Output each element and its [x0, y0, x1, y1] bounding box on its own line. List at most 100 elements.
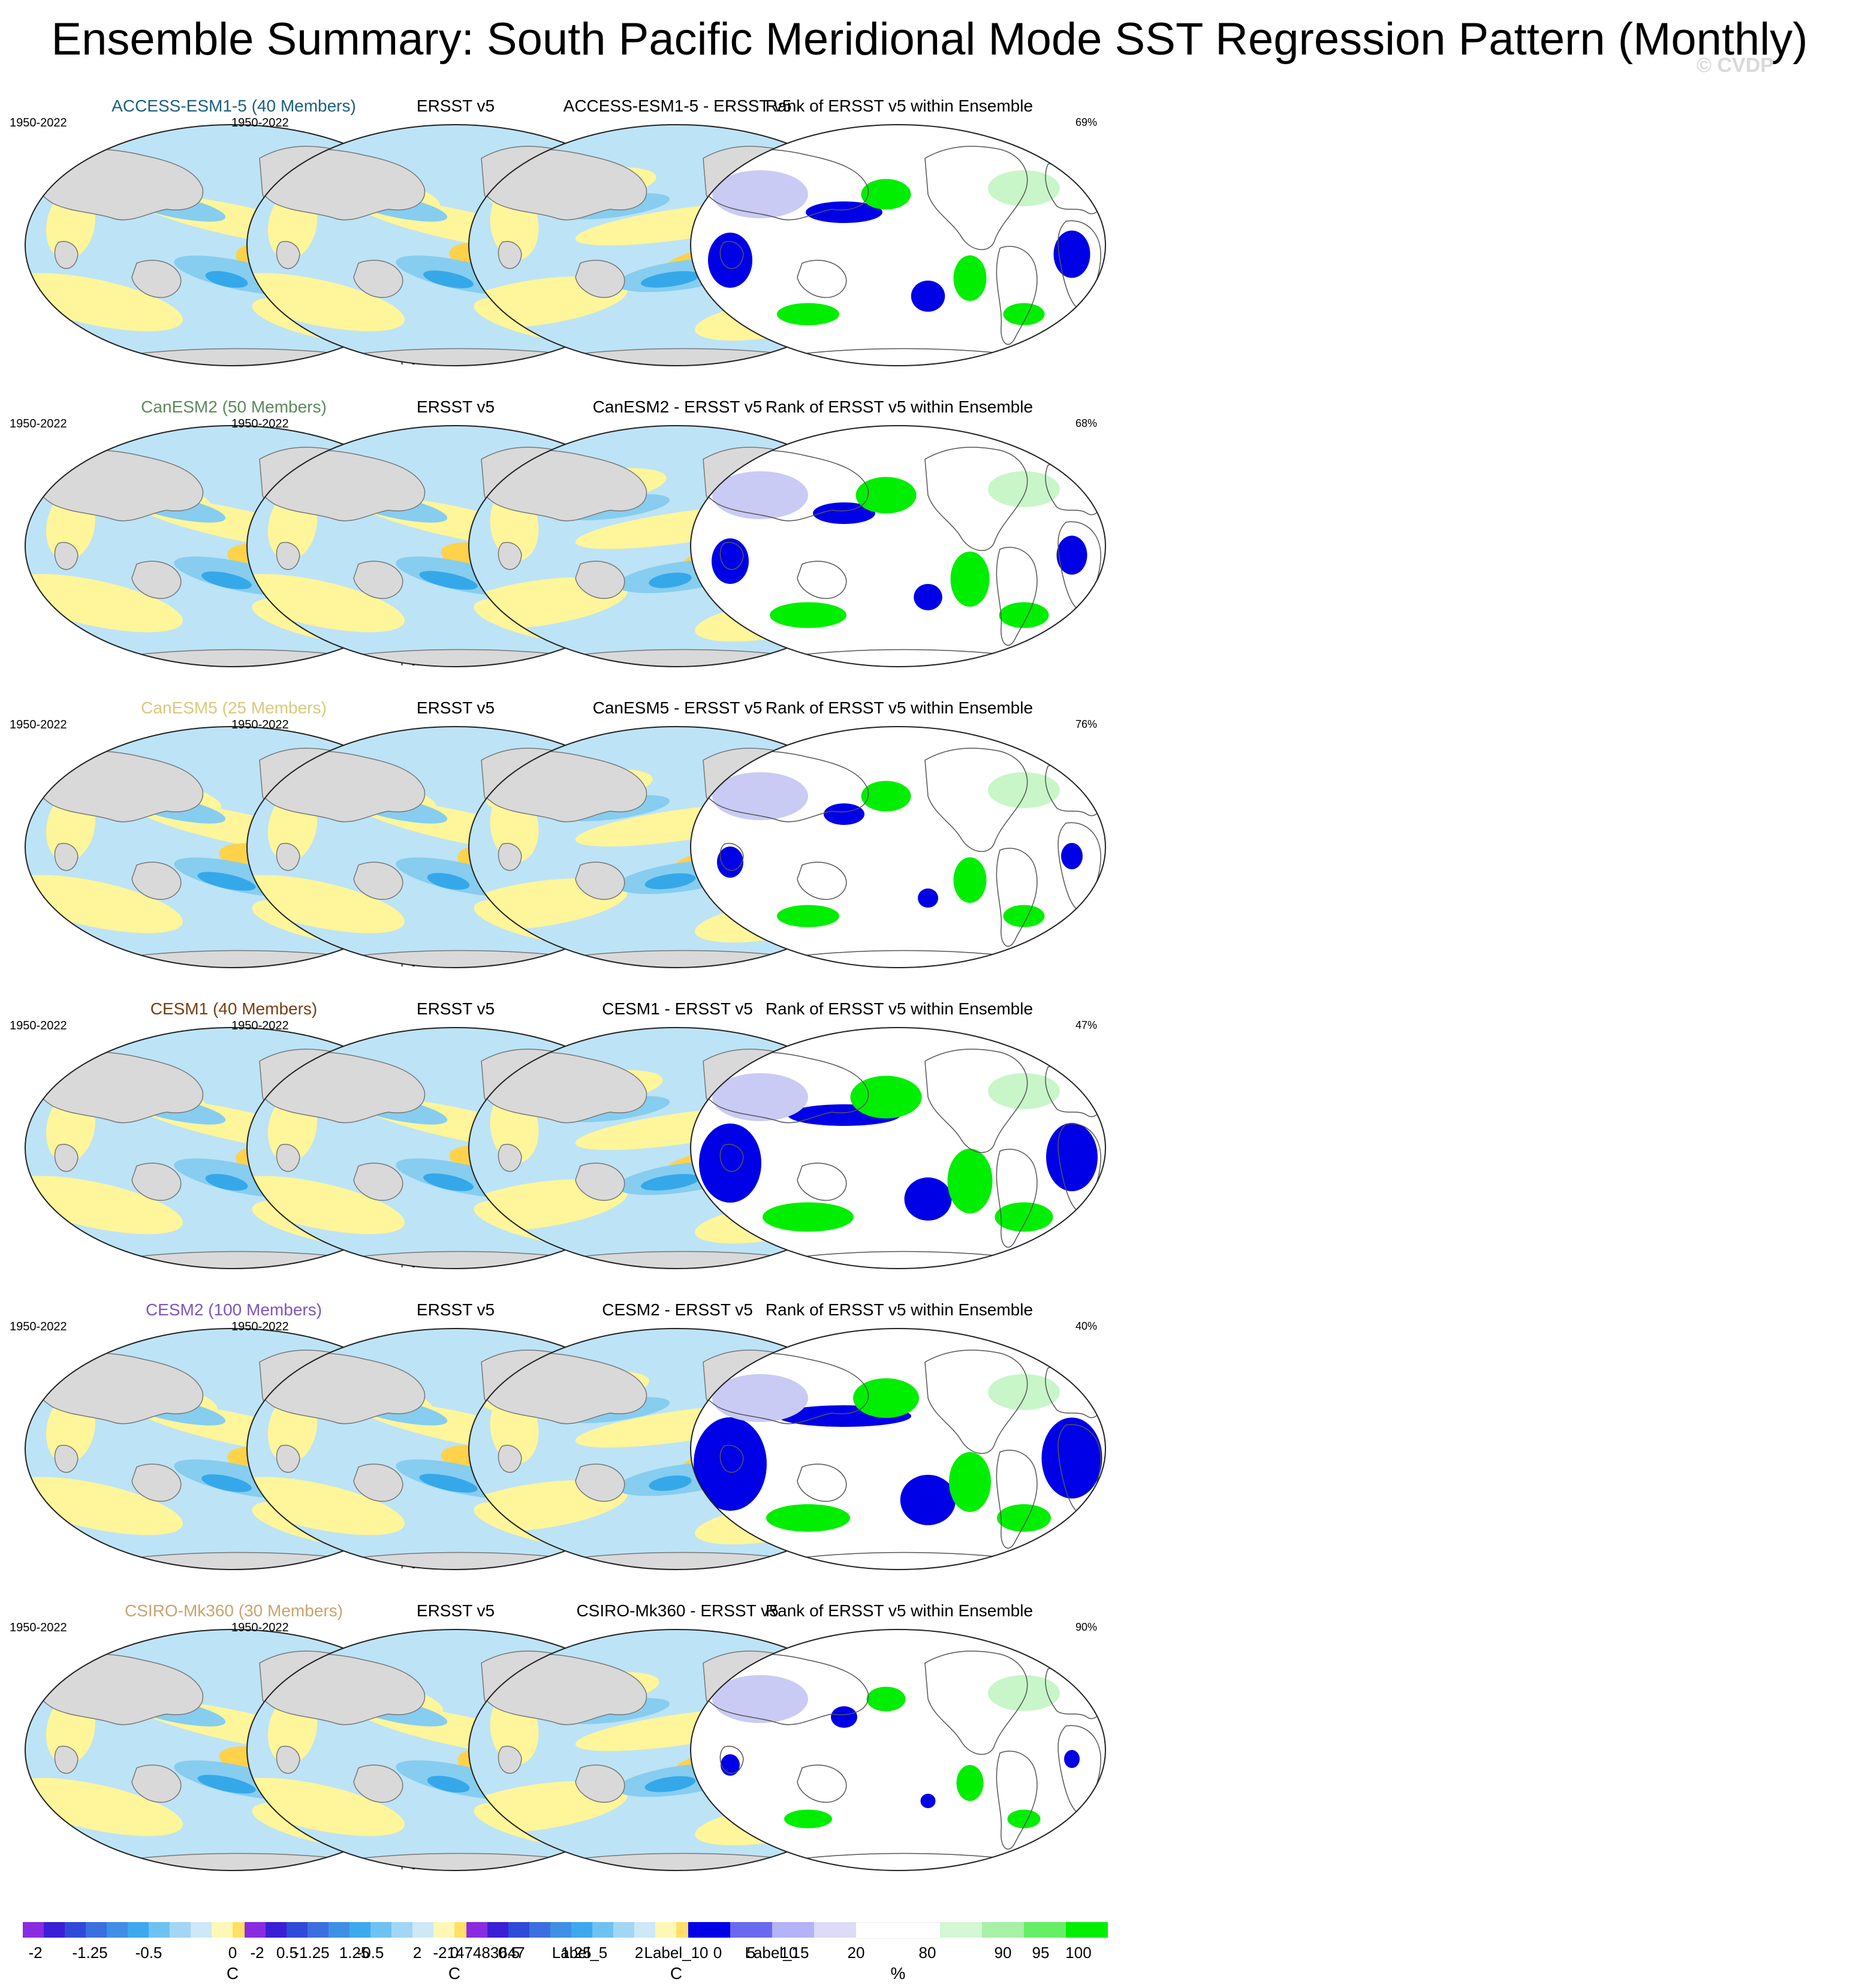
rank-percentage: 76% — [1075, 718, 1097, 730]
map-panel: Rank of ERSST v5 within Ensemble 68% — [671, 397, 1127, 685]
colorbar-swatch — [349, 1922, 370, 1938]
colorbar-swatch — [65, 1922, 86, 1938]
panel-title: CSIRO-Mk360 (30 Members) — [124, 1601, 344, 1620]
colorbar-swatch — [149, 1922, 170, 1938]
panel-title: Rank of ERSST v5 within Ensemble — [765, 698, 1034, 717]
colorbar-swatch — [266, 1922, 287, 1938]
period-label: 1950-2022 — [231, 1019, 289, 1032]
panel-title: Rank of ERSST v5 within Ensemble — [765, 999, 1034, 1018]
rank-map — [690, 1027, 1106, 1269]
colorbar-tick-label: 0 — [713, 1944, 722, 1962]
colorbar-swatch — [86, 1922, 107, 1938]
panel-title: CESM2 - ERSST v5 — [602, 1300, 753, 1319]
colorbar-unit: C — [670, 1964, 683, 1983]
colorbar-swatch — [23, 1922, 44, 1938]
colorbar-swatch — [487, 1922, 508, 1938]
colorbar-swatch — [982, 1922, 1024, 1938]
colorbar-tick-label: -1.25 — [294, 1944, 330, 1962]
colorbar-swatch — [730, 1922, 772, 1938]
panel-title: CanESM5 - ERSST v5 — [592, 698, 763, 717]
colorbar-tick-label: -2 — [28, 1944, 43, 1962]
period-label: 1950-2022 — [231, 1621, 289, 1634]
colorbar-tick-label: 80 — [918, 1944, 936, 1962]
colorbar-tick-label: 2 — [412, 1944, 422, 1962]
rank-map — [690, 124, 1106, 366]
panel-title: Rank of ERSST v5 within Ensemble — [765, 397, 1034, 416]
colorbar-swatch — [44, 1922, 65, 1938]
colorbar-swatch — [940, 1922, 982, 1938]
map-panel: Rank of ERSST v5 within Ensemble 40% — [671, 1300, 1127, 1588]
colorbar-tick-label: -2147483647 — [433, 1944, 525, 1962]
colorbar-swatch — [287, 1922, 308, 1938]
rank-percentage: 47% — [1075, 1019, 1097, 1031]
rank-map — [690, 726, 1106, 968]
colorbar-swatch — [212, 1922, 233, 1938]
colorbar-tick-label: 20 — [847, 1944, 865, 1962]
colorbar-swatch — [550, 1922, 571, 1938]
panel-title: ERSST v5 — [416, 397, 495, 416]
panel-title: CESM1 (40 Members) — [150, 999, 318, 1018]
rank-map — [690, 425, 1106, 667]
colorbar-tick-label: -0.5 — [357, 1944, 384, 1962]
colorbar-swatch — [655, 1922, 676, 1938]
period-label: 1950-2022 — [231, 1320, 289, 1333]
colorbar-swatch — [613, 1922, 634, 1938]
colorbar-swatch — [245, 1922, 266, 1938]
map-panel: Rank of ERSST v5 within Ensemble 69% — [671, 96, 1127, 384]
panel-title: CSIRO-Mk360 - ERSST v5 — [576, 1601, 779, 1620]
colorbar-swatches — [688, 1922, 1108, 1939]
colorbar-swatch — [688, 1922, 730, 1938]
panel-title: ERSST v5 — [416, 999, 495, 1018]
colorbar-swatch — [170, 1922, 191, 1938]
colorbar-tick-label: 1.25 — [339, 1944, 370, 1962]
period-label: 1950-2022 — [231, 417, 289, 430]
colorbar-swatch — [466, 1922, 487, 1938]
colorbar-tick-label: 1.25 — [561, 1944, 592, 1962]
colorbar-tick-label: 0.5 — [276, 1944, 299, 1962]
colorbar-unit: C — [226, 1964, 239, 1983]
colorbar-swatch — [571, 1922, 592, 1938]
colorbar-tick-label: 2 — [634, 1944, 644, 1962]
rank-map — [690, 1629, 1106, 1871]
colorbar-swatch — [329, 1922, 349, 1938]
panel-title: Rank of ERSST v5 within Ensemble — [765, 1601, 1034, 1620]
colorbar-swatch — [508, 1922, 529, 1938]
rank-percentage: 68% — [1075, 417, 1097, 429]
period-label: 1950-2022 — [10, 417, 67, 430]
map-panel: Rank of ERSST v5 within Ensemble 90% — [671, 1601, 1127, 1888]
colorbar-swatch — [772, 1922, 814, 1938]
panel-title: ERSST v5 — [416, 698, 495, 717]
panel-title: ACCESS-ESM1-5 - ERSST v5 — [563, 97, 792, 115]
rank-percentage: 90% — [1075, 1621, 1097, 1633]
rank-percentage: 69% — [1075, 116, 1097, 128]
colorbar-tick-label: 10 — [780, 1944, 798, 1962]
period-label: 1950-2022 — [10, 718, 67, 731]
figure-title: Ensemble Summary: South Pacific Meridion… — [51, 14, 1808, 65]
panel-title: ERSST v5 — [416, 97, 495, 115]
colorbar-tick-label: Label_10 — [644, 1944, 709, 1962]
panel-title: Rank of ERSST v5 within Ensemble — [765, 1300, 1034, 1319]
colorbar-tick-label: 0 — [228, 1944, 237, 1962]
colorbar-tick-label: 0 — [450, 1944, 459, 1962]
colorbar-swatch — [898, 1922, 940, 1939]
colorbar-tick-label: -2 — [250, 1944, 264, 1962]
colorbar-tick-label: Label_5 — [552, 1944, 608, 1962]
colorbar-swatch — [433, 1922, 454, 1938]
period-label: 1950-2022 — [10, 1621, 67, 1634]
colorbar-swatch — [391, 1922, 412, 1938]
period-label: 1950-2022 — [10, 1320, 67, 1333]
panel-title: CanESM5 (25 Members) — [141, 698, 327, 717]
colorbar-swatch — [634, 1922, 655, 1938]
colorbar-swatch — [814, 1922, 856, 1938]
period-label: 1950-2022 — [10, 116, 67, 129]
colorbar-swatch — [128, 1922, 149, 1938]
colorbar-tick-label: 95 — [1032, 1944, 1050, 1962]
panel-title: ACCESS-ESM1-5 (40 Members) — [112, 97, 356, 115]
colorbar-swatch — [308, 1922, 329, 1938]
colorbar-swatch — [191, 1922, 212, 1938]
colorbar-swatch — [592, 1922, 613, 1938]
colorbar-swatch — [1066, 1922, 1108, 1938]
colorbar-tick-label: Label_15 — [745, 1944, 809, 1962]
colorbar-tick-label: 100 — [1065, 1944, 1092, 1962]
